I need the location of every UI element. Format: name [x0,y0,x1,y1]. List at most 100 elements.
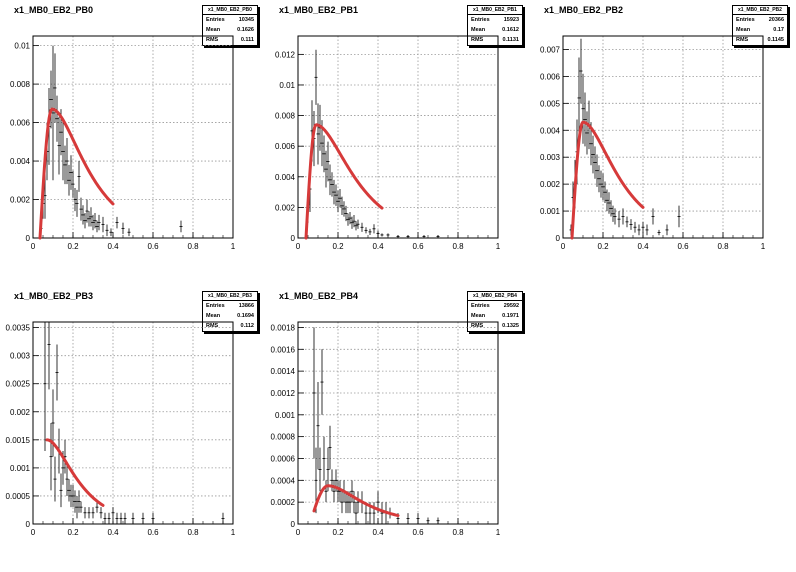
data-point [657,229,661,236]
data-point [645,224,649,236]
data-point [396,234,400,238]
data-point [344,205,348,222]
data-point [51,389,55,457]
plot-svg: 0 0.2 0.4 0.6 0.8 1 0 0.002 0.004 0.006 0.008 0.01 0… [275,35,501,251]
stats-mean-value: 0.1626 [237,27,254,33]
data-point [121,222,125,235]
fit-curve [38,107,115,240]
data-point [637,224,641,236]
stats-box: x1_MB0_EB2_PB3 Entries 13866 Mean 0.1694 RMS 0… [202,291,258,332]
data-point [221,512,225,524]
y-tick-label: 0.006 [275,142,296,151]
x-tick-label: 0.6 [147,528,159,537]
stats-rms-label: RMS [471,323,484,329]
data-point [328,425,332,470]
stats-entries-label: Entries [471,303,490,309]
data-point [83,507,87,519]
data-point [79,197,83,221]
y-tick-label: 0.0006 [271,454,296,463]
data-point [55,95,59,142]
stats-name: x1_MB0_EB2_PB4 [468,292,522,301]
data-point [436,234,440,238]
data-point [119,512,123,524]
data-point [87,507,91,519]
data-point [422,234,426,238]
data-point [354,221,358,231]
data-point [324,480,328,503]
data-points [43,322,225,524]
x-tick-label: 0.6 [147,242,159,251]
data-point [95,501,99,513]
data-point [406,513,410,524]
data-point [607,192,611,214]
plot-title: x1_MB0_EB2_PB3 [14,291,94,301]
data-point [406,234,410,238]
x-tick-label: 0.4 [107,242,119,251]
data-point [91,507,95,519]
y-tick-label: 0.001 [540,207,561,216]
data-point [368,228,372,235]
data-point [326,447,330,492]
x-tick-label: 0 [296,242,301,251]
x-tick-label: 0.8 [452,528,464,537]
x-tick-label: 0.2 [67,242,79,251]
y-tick-label: 0.002 [10,196,31,205]
data-point [340,196,344,216]
data-point [665,224,669,236]
data-point [332,480,336,503]
data-point [352,491,356,514]
data-point [43,322,47,452]
x-tick-label: 1 [231,242,236,251]
y-tick-label: 0.01 [279,81,295,90]
stats-box: x1_MB0_EB2_PB2 Entries 20366 Mean 0.17 RMS 0.1… [732,5,788,46]
stats-entries-label: Entries [471,17,490,23]
plot-svg: 0 0.2 0.4 0.6 0.8 1 0 0.0002 0.0004 0.0006 0.0008 0… [271,321,501,537]
plot-pad-pb3: x1_MB0_EB2_PB3 x1_MB0_EB2_PB3 Entries 13866… [0,286,260,551]
data-point [340,491,344,514]
y-tick-label: 0 [291,234,296,243]
data-point [67,479,71,502]
stats-mean-value: 0.17 [773,27,784,33]
y-tick-label: 0.0035 [6,324,31,333]
data-point [617,211,621,228]
y-tick-label: 0 [291,520,296,529]
x-tick-label: 0 [31,528,36,537]
plot-svg: 0 0.2 0.4 0.6 0.8 1 0 0.0005 0.001 0.0015 0.002 0.0… [6,321,236,537]
data-point [581,73,585,144]
data-point [364,502,368,524]
data-point [318,447,322,492]
data-point [372,224,376,234]
data-points [306,49,440,238]
stats-mean-value: 0.1694 [237,313,254,319]
data-point [380,502,384,524]
data-point [109,228,113,237]
y-tick-label: 0.006 [540,72,561,81]
y-tick-label: 0.002 [10,408,31,417]
x-tick-label: 0.2 [332,242,344,251]
stats-rms-row: RMS 0.1131 [468,35,522,45]
y-tick-label: 0.0008 [271,433,296,442]
data-point [101,216,105,233]
x-tick-label: 0.2 [332,528,344,537]
stats-rms-label: RMS [471,37,484,43]
data-point [342,201,346,217]
data-point [332,179,336,205]
y-tick-label: 0.003 [10,352,31,361]
fit-curve [45,438,105,507]
stats-box: x1_MB0_EB2_PB4 Entries 29592 Mean 0.1971 RMS 0… [467,291,523,332]
x-tick-label: 0.4 [372,242,384,251]
data-point [322,436,326,481]
data-point [55,344,59,401]
grid-lines [563,36,763,238]
y-tick-label: 0.007 [540,45,561,54]
data-point [314,49,318,105]
stats-entries-value: 29592 [503,303,519,309]
y-tick-label: 0.002 [540,180,561,189]
data-point [585,111,589,155]
data-point [372,502,376,524]
data-point [115,512,119,524]
data-point [71,170,75,198]
data-point [677,205,681,228]
plot-title: x1_MB0_EB2_PB2 [544,5,624,15]
plot-pad-pb4: x1_MB0_EB2_PB4 x1_MB0_EB2_PB4 Entries 29592… [265,286,525,551]
